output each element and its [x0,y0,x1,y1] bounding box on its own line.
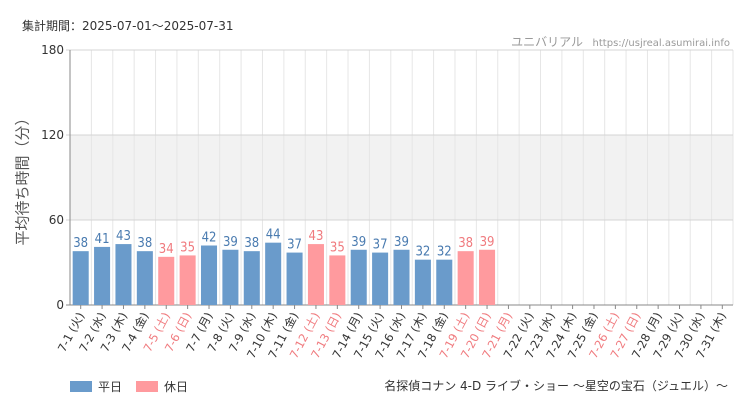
bar-value-label: 39 [351,235,366,250]
bar [286,252,303,305]
bar [393,249,410,305]
bar [479,249,496,305]
bar [158,256,175,305]
bar-value-label: 44 [266,228,281,243]
bar-value-label: 38 [458,236,473,251]
bar [350,249,367,305]
bar-value-label: 32 [415,245,430,260]
bar-value-label: 41 [95,232,110,247]
bar-value-label: 34 [159,242,174,257]
bar [265,242,282,305]
bar [329,255,346,305]
bar [72,251,89,305]
bar [307,244,324,305]
attraction-name: 名探偵コナン 4-D ライブ・ショー ～星空の宝石（ジュエル）～ [384,379,728,393]
bar-value-label: 38 [244,236,259,251]
site-credit: ユニバリアル https://usjreal.asumirai.info [511,33,730,50]
legend: 平日 休日 [70,378,202,395]
bar-value-label: 38 [137,236,152,251]
bar [414,259,431,305]
bar [136,251,153,305]
bar-value-label: 35 [330,240,345,255]
bar [94,246,111,305]
brand-name: ユニバリアル [511,35,584,49]
legend-item-weekday[interactable]: 平日 [70,378,122,395]
bar-value-label: 35 [180,240,195,255]
bar-value-label: 39 [223,235,238,250]
bar-value-label: 38 [73,236,88,251]
bar-value-label: 39 [394,235,409,250]
bar-value-label: 32 [437,245,452,260]
y-tick-label: 0 [56,298,64,312]
bar [457,251,474,305]
y-tick-label: 180 [41,43,64,57]
legend-label-holiday: 休日 [164,380,189,394]
bar [115,244,132,305]
bar-value-label: 43 [116,229,131,244]
bar-value-label: 43 [309,229,324,244]
legend-item-holiday[interactable]: 休日 [136,378,188,395]
y-tick-label: 60 [49,213,64,227]
legend-swatch-holiday [136,381,159,392]
bar-value-label: 37 [373,238,388,253]
bar [222,249,239,305]
legend-swatch-weekday [70,381,92,392]
period-text: 集計期間：2025-07-01～2025-07-31 [22,19,234,33]
bar [372,252,389,305]
bar-value-label: 37 [287,238,302,253]
bar [243,251,260,305]
bar-value-label: 39 [480,235,495,250]
bar [179,255,196,305]
bar [436,259,453,305]
site-url: https://usjreal.asumirai.info [592,38,730,49]
bar [200,245,218,305]
y-tick-label: 120 [41,128,64,142]
bar-value-label: 42 [202,231,217,246]
background-band [70,135,733,220]
legend-label-weekday: 平日 [98,380,123,394]
